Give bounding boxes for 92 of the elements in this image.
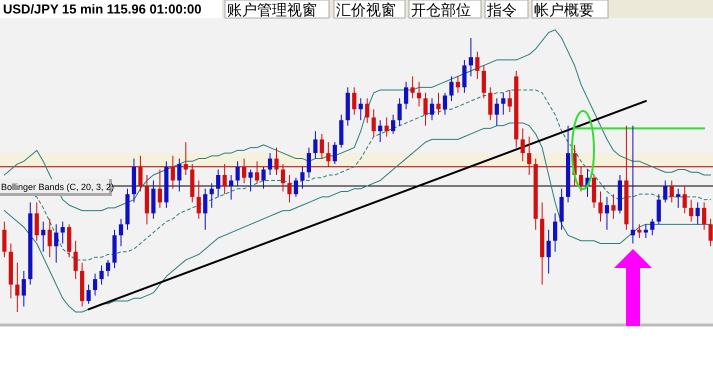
candlestick xyxy=(708,218,713,247)
candlestick xyxy=(494,98,499,126)
candlestick xyxy=(598,190,603,222)
candlestick xyxy=(254,160,260,184)
candlestick xyxy=(663,180,668,203)
candlestick xyxy=(34,202,39,242)
candlestick xyxy=(352,86,356,116)
candlestick xyxy=(74,240,78,280)
candlestick xyxy=(229,174,234,200)
candlestick xyxy=(294,177,298,198)
candlestick xyxy=(177,158,182,192)
candlestick xyxy=(462,59,467,94)
candlestick xyxy=(300,166,305,190)
candlestick xyxy=(158,169,162,208)
candlestick xyxy=(410,76,415,99)
candlestick xyxy=(326,142,330,168)
candlestick xyxy=(210,182,214,208)
candlestick xyxy=(468,38,473,77)
candlestick xyxy=(41,221,46,252)
candlestick xyxy=(644,224,648,239)
candlestick xyxy=(656,194,661,225)
candlestick xyxy=(520,128,525,162)
candlestick xyxy=(313,130,318,160)
candlestick xyxy=(475,51,480,80)
text: 开仓部位 xyxy=(411,1,471,19)
candlestick xyxy=(416,81,422,107)
candlestick xyxy=(86,284,91,304)
candlestick xyxy=(236,160,240,186)
candlestick xyxy=(2,221,6,258)
candlestick xyxy=(365,98,370,124)
candlestick xyxy=(15,262,20,312)
candlestick xyxy=(696,202,700,225)
candlestick xyxy=(372,108,376,138)
candlestick xyxy=(54,224,58,264)
candlestick xyxy=(261,166,266,190)
candlestick xyxy=(358,98,363,121)
text: 指令 xyxy=(486,1,517,19)
candlestick xyxy=(170,155,175,190)
candlestick xyxy=(501,92,506,116)
candlestick xyxy=(196,180,201,220)
candlestick xyxy=(604,196,610,230)
candlestick xyxy=(442,92,448,116)
candlestick xyxy=(546,229,551,274)
candlestick xyxy=(274,147,279,176)
candlestick xyxy=(391,114,396,134)
text: 帐户概要 xyxy=(534,1,594,19)
candlestick xyxy=(430,98,434,121)
candlestick xyxy=(578,166,584,192)
annotation: Bollinger Bands (C, 20, 3, 2) xyxy=(1,182,114,192)
candlestick xyxy=(184,142,188,176)
text: 账户管理视窗 xyxy=(227,1,317,19)
chart-title: USD/JPY 15 min 115.96 01:00:00 xyxy=(3,2,202,16)
candlestick xyxy=(92,273,98,296)
candlestick xyxy=(449,76,454,102)
candlestick xyxy=(216,169,220,198)
candlestick xyxy=(22,270,26,308)
candlestick xyxy=(482,64,486,99)
candlestick xyxy=(508,90,512,112)
candlestick xyxy=(611,194,616,220)
candlestick xyxy=(106,259,110,277)
candlestick xyxy=(99,264,104,286)
candlestick xyxy=(637,224,642,239)
candlestick xyxy=(676,188,680,208)
candlestick xyxy=(320,133,324,160)
candlestick xyxy=(689,199,694,222)
candlestick xyxy=(242,158,246,184)
candlestick xyxy=(527,136,532,176)
candlestick xyxy=(280,164,286,192)
candlestick xyxy=(404,81,408,110)
candlestick xyxy=(287,174,292,203)
candlestick xyxy=(488,86,492,121)
candlestick xyxy=(222,164,227,195)
candlestick xyxy=(378,120,382,143)
candlestick xyxy=(332,142,337,165)
candlestick xyxy=(384,116,389,138)
candlestick xyxy=(423,92,428,126)
candlestick xyxy=(650,218,654,236)
candlestick xyxy=(306,147,312,178)
candlestick xyxy=(682,185,687,214)
candlestick xyxy=(398,98,402,126)
candlestick xyxy=(60,221,65,244)
candlestick xyxy=(630,125,635,244)
candlestick xyxy=(118,218,124,247)
candlestick xyxy=(702,202,706,230)
candlestick xyxy=(138,155,143,192)
text: 汇价视窗 xyxy=(336,1,396,19)
candlestick xyxy=(48,218,52,258)
candlestick xyxy=(203,188,208,230)
candlestick xyxy=(670,180,674,203)
candlestick xyxy=(268,152,272,176)
candlestick xyxy=(553,212,558,252)
candlestick xyxy=(456,76,460,94)
